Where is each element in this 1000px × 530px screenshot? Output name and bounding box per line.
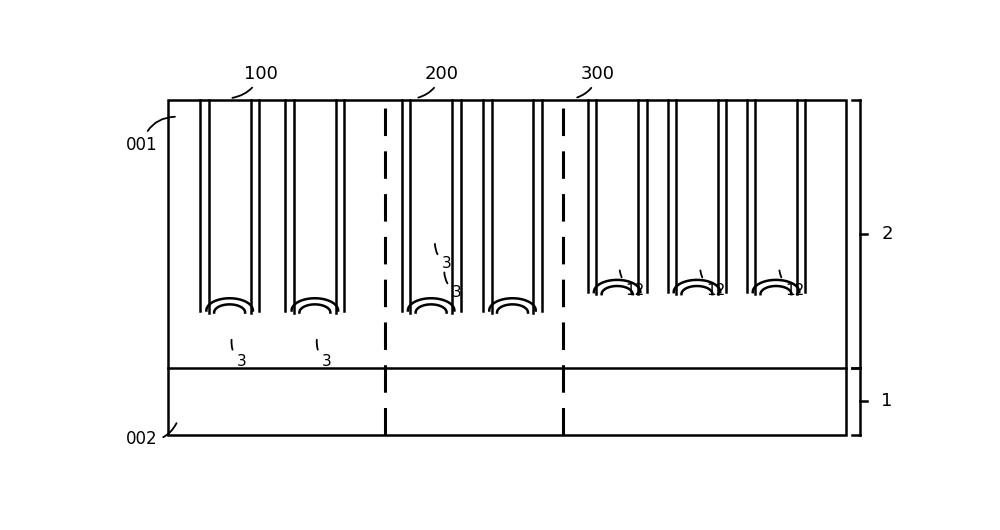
Text: 3: 3: [231, 340, 246, 369]
Text: 200: 200: [418, 65, 458, 98]
Text: 12: 12: [620, 270, 645, 298]
Bar: [168, 100, 846, 435]
Text: 001: 001: [126, 117, 175, 154]
Text: 2: 2: [881, 225, 893, 243]
Text: 12: 12: [700, 270, 725, 298]
Text: 300: 300: [577, 65, 615, 98]
Text: 100: 100: [232, 65, 278, 98]
Text: 002: 002: [126, 423, 176, 448]
Text: 3: 3: [435, 244, 452, 271]
Text: 1: 1: [881, 392, 893, 410]
Text: 12: 12: [779, 270, 804, 298]
Text: 3: 3: [444, 272, 462, 299]
Text: 3: 3: [317, 340, 331, 369]
